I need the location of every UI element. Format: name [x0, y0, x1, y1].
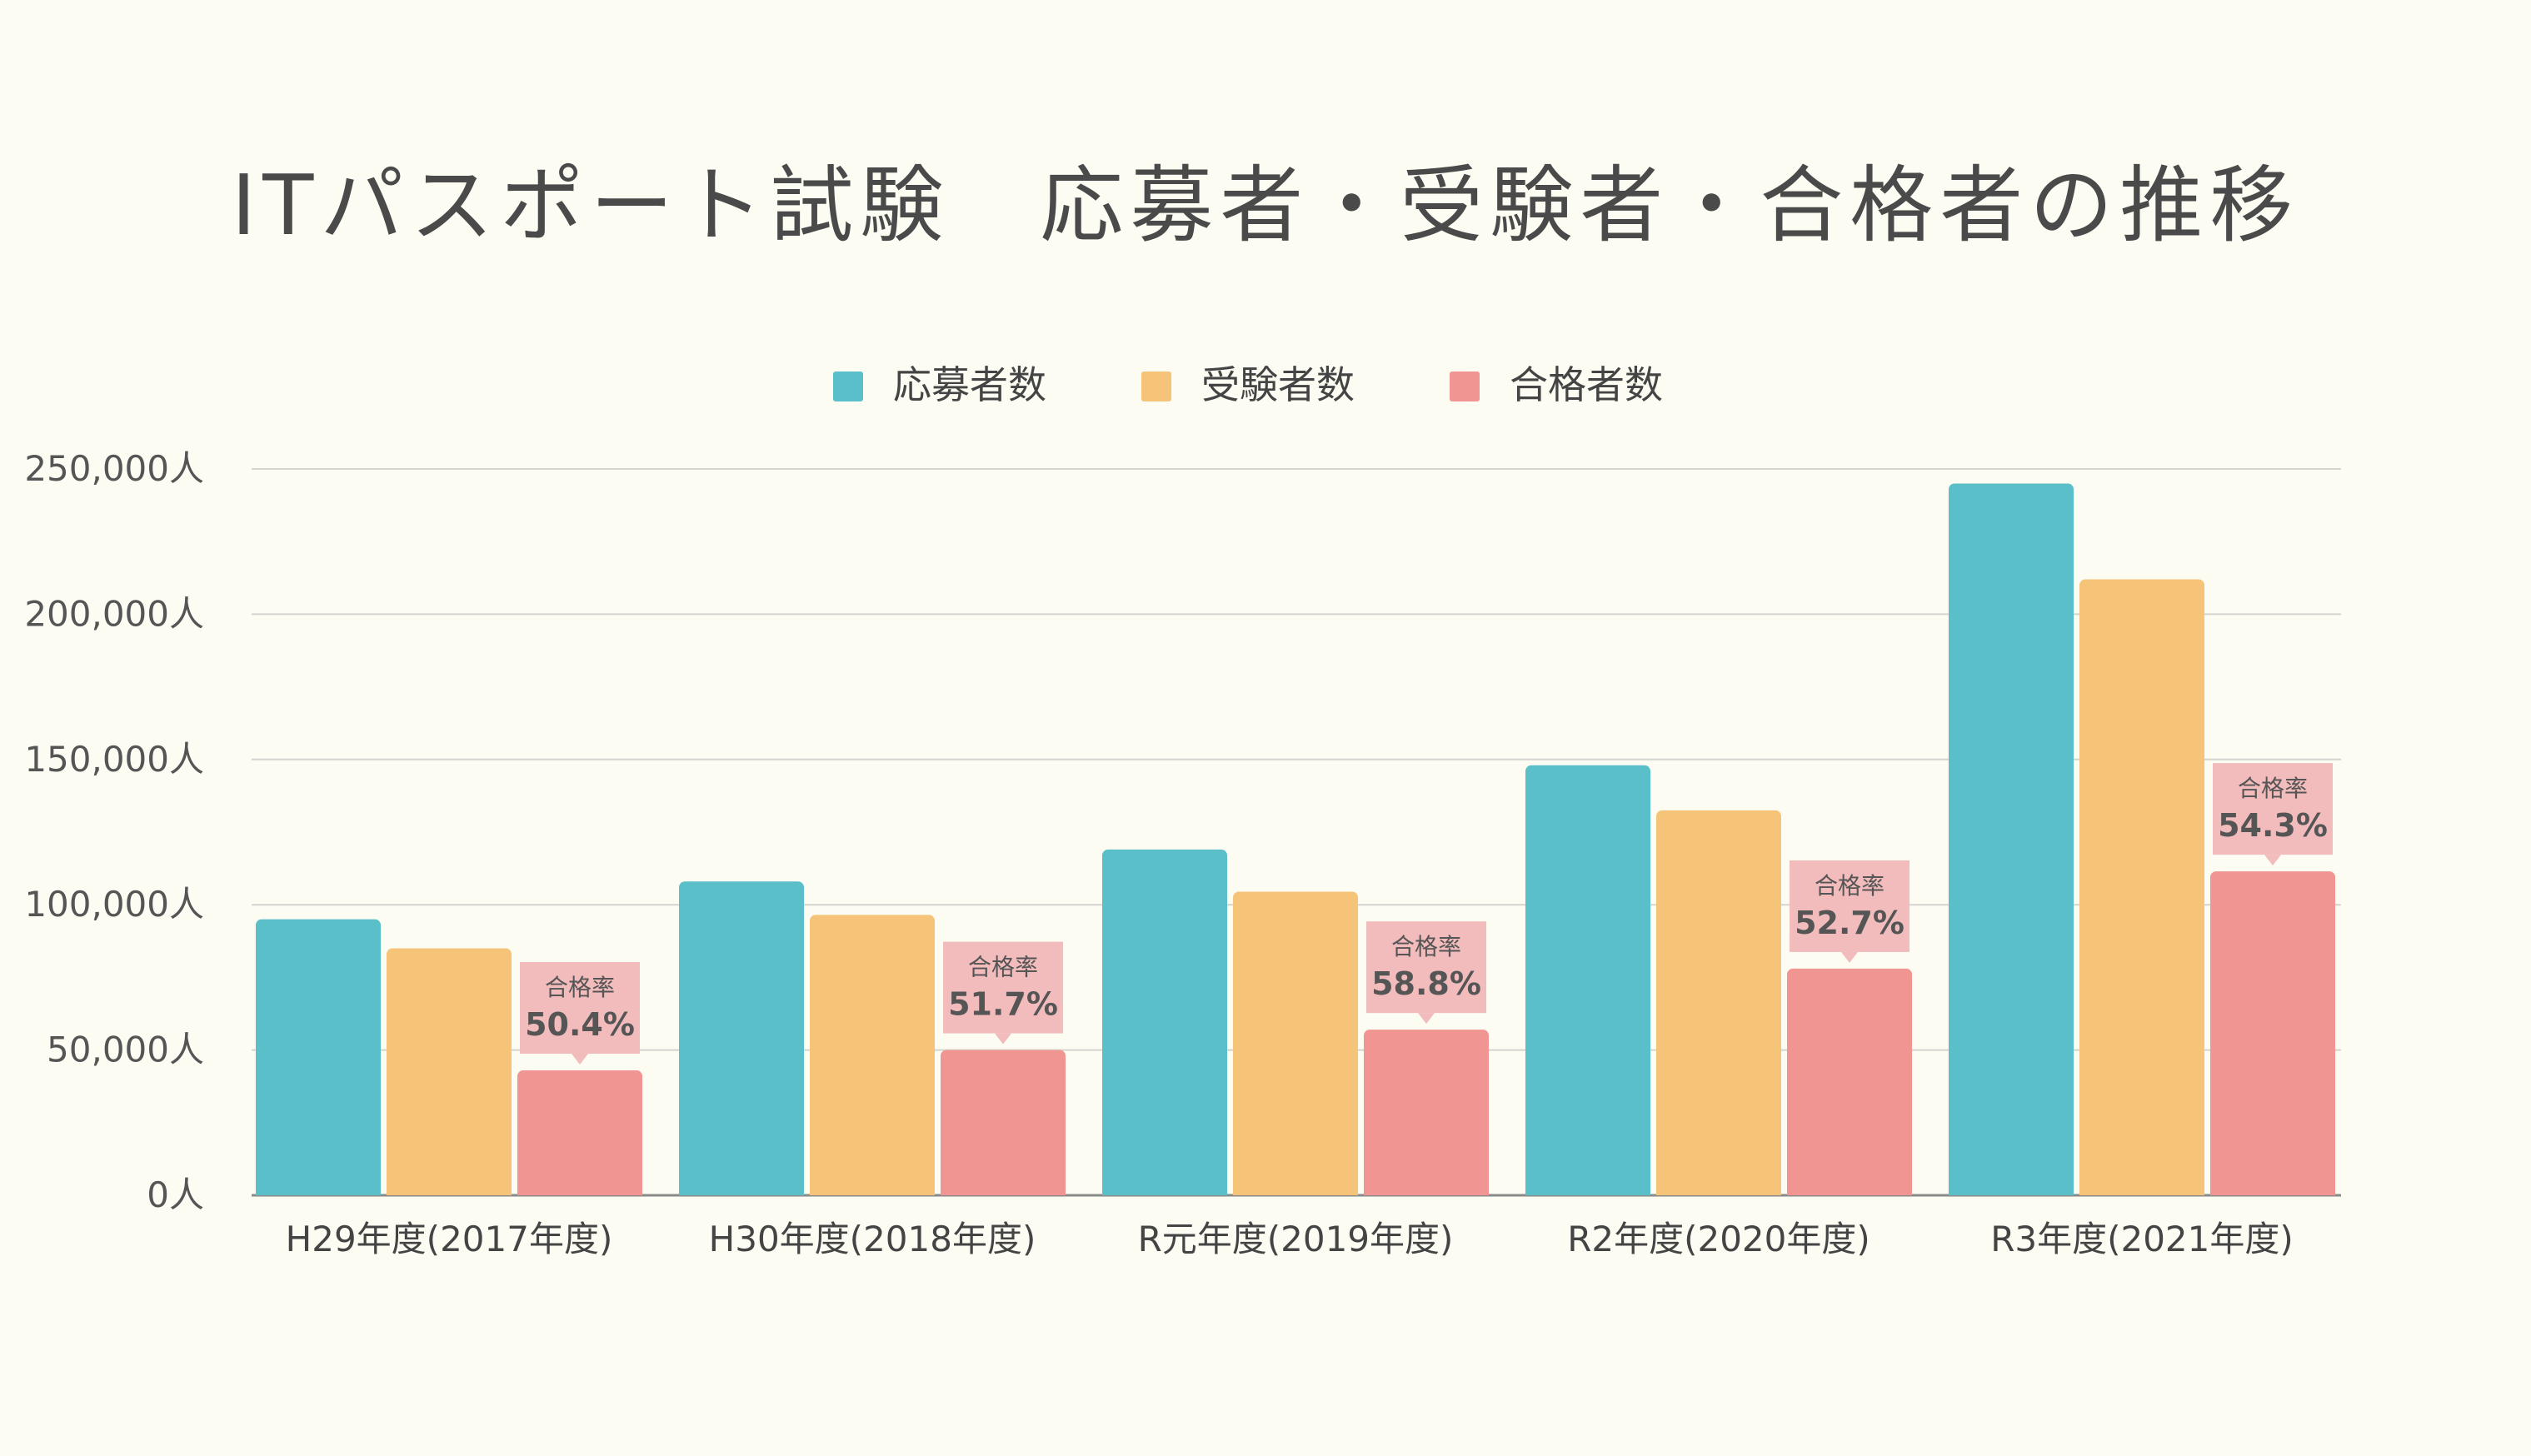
y-tick-label: 50,000人 — [47, 1030, 204, 1070]
callout-value: 50.4% — [525, 1006, 635, 1043]
x-tick-label: H30年度(2018年度) — [709, 1219, 1036, 1259]
bar — [1364, 1030, 1489, 1195]
callout-value: 54.3% — [2218, 807, 2328, 844]
callout-box — [943, 941, 1063, 1034]
callout-pointer — [1418, 1013, 1435, 1025]
bar-base — [517, 1187, 642, 1195]
bar-base — [1233, 1187, 1358, 1195]
bar — [1949, 483, 2074, 1195]
pass-rate-callout: 合格率 58.8% — [1366, 921, 1486, 1025]
bar-base — [1949, 1187, 2074, 1195]
callout-pointer — [995, 1033, 1011, 1045]
callout-pointer — [1841, 951, 1858, 963]
callout-pointer — [2264, 855, 2281, 866]
callout-title: 合格率 — [1391, 933, 1461, 960]
y-tick-label: 150,000人 — [24, 739, 204, 780]
bar-base — [1525, 1187, 1650, 1195]
callout-box — [1366, 921, 1486, 1014]
bar-base — [1364, 1187, 1489, 1195]
bar — [256, 919, 381, 1195]
pass-rate-callout: 合格率 50.4% — [520, 962, 640, 1065]
callout-title: 合格率 — [968, 954, 1038, 981]
callout-title: 合格率 — [545, 974, 615, 1001]
bar — [1525, 765, 1650, 1195]
bar-base — [2079, 1187, 2204, 1195]
bar — [679, 881, 804, 1195]
pass-rate-callout: 合格率 51.7% — [943, 941, 1063, 1045]
y-tick-label: 100,000人 — [24, 884, 204, 925]
callout-pointer — [572, 1054, 588, 1065]
bar-base — [941, 1187, 1066, 1195]
x-tick-label: R3年度(2021年度) — [1990, 1219, 2294, 1259]
bar — [1233, 891, 1358, 1195]
legend: 応募者数 受験者数 合格者数 — [833, 362, 1663, 407]
x-axis-labels: H29年度(2017年度) H30年度(2018年度) R元年度(2019年度) R2… — [286, 1219, 2294, 1259]
bar-base — [2210, 1187, 2335, 1195]
bar — [1102, 849, 1227, 1195]
x-tick-label: R元年度(2019年度) — [1138, 1219, 1454, 1259]
legend-item: 合格者数 — [1450, 362, 1663, 407]
bar-base — [1656, 1187, 1781, 1195]
callout-box — [520, 962, 640, 1055]
bar-base — [810, 1187, 935, 1195]
y-tick-label: 200,000人 — [24, 593, 204, 634]
bar-base — [679, 1187, 804, 1195]
callout-box — [1790, 860, 1909, 952]
bar-base — [387, 1187, 512, 1195]
callout-title: 合格率 — [2238, 775, 2308, 802]
legend-item: 応募者数 — [833, 362, 1046, 407]
callout-box — [2213, 763, 2333, 855]
legend-label: 合格者数 — [1510, 362, 1663, 407]
bar — [2210, 871, 2335, 1195]
legend-swatch — [1141, 371, 1171, 401]
callout-value: 58.8% — [1371, 965, 1481, 1002]
y-axis-ticks: 0人 50,000人 100,000人 150,000人 200,000人 250,000… — [24, 448, 204, 1215]
callout-value: 51.7% — [948, 986, 1058, 1023]
bar-base — [1787, 1187, 1912, 1195]
pass-rate-callout: 合格率 54.3% — [2213, 763, 2333, 866]
legend-label: 応募者数 — [893, 362, 1046, 407]
pass-rate-callout: 合格率 52.7% — [1790, 860, 1909, 963]
bar — [941, 1050, 1066, 1195]
x-tick-label: H29年度(2017年度) — [286, 1219, 613, 1259]
pass-rate-callouts: 合格率 50.4% 合格率 51.7% 合格率 58.8% 合格率 52.7% 合格率 54.3% — [520, 763, 2333, 1065]
bar — [517, 1070, 642, 1195]
x-tick-label: R2年度(2020年度) — [1567, 1219, 1870, 1259]
y-tick-label: 250,000人 — [24, 448, 204, 489]
callout-value: 52.7% — [1795, 905, 1904, 941]
legend-label: 受験者数 — [1201, 362, 1355, 407]
bar — [387, 948, 512, 1195]
y-tick-label: 0人 — [147, 1174, 204, 1215]
chart-title: ITパスポート試験 応募者・受験者・合格者の推移 — [231, 157, 2300, 254]
bar — [810, 915, 935, 1195]
bar — [1656, 810, 1781, 1195]
bars — [256, 483, 2335, 1195]
callout-title: 合格率 — [1815, 872, 1885, 900]
bar-base — [256, 1187, 381, 1195]
legend-swatch — [833, 371, 863, 401]
legend-item: 受験者数 — [1141, 362, 1355, 407]
bar — [2079, 579, 2204, 1195]
bar — [1787, 968, 1912, 1195]
legend-swatch — [1450, 371, 1480, 401]
bar-base — [1102, 1187, 1227, 1195]
